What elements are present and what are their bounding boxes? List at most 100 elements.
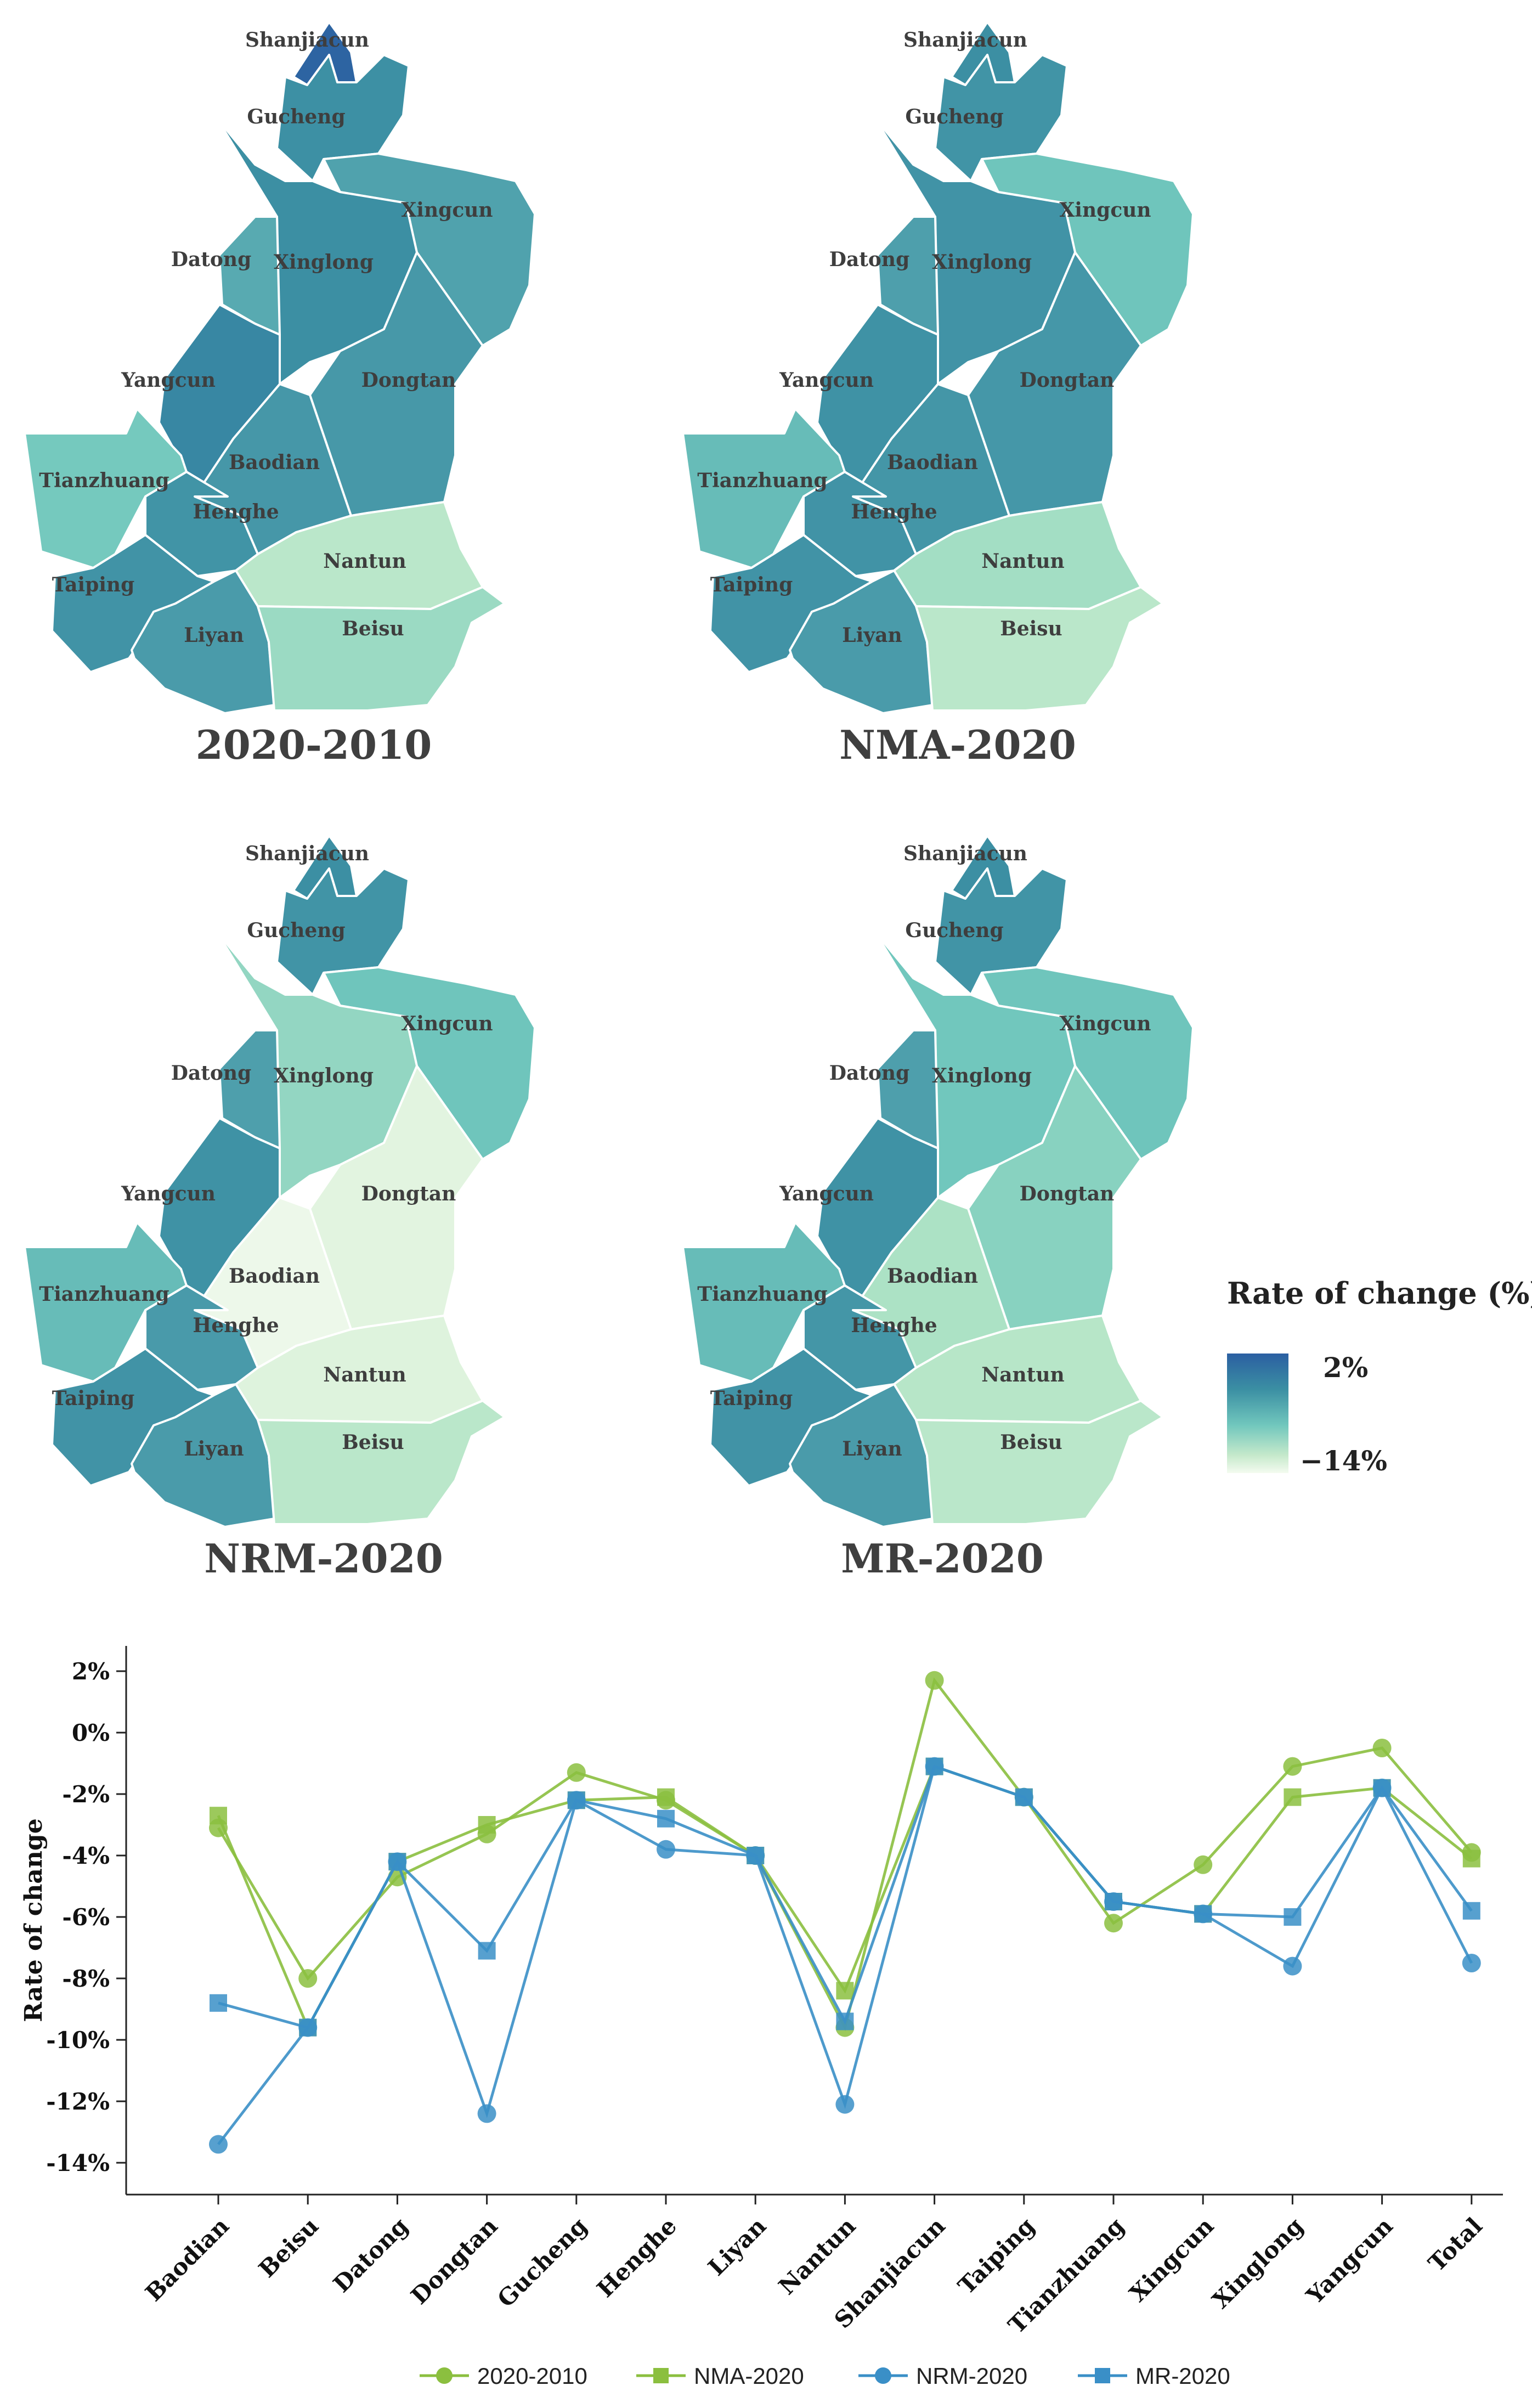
region-label-nantun: Nantun — [981, 1363, 1064, 1386]
region-label-xingcun: Xingcun — [1059, 1012, 1151, 1035]
x-tick-label: Taiping — [953, 2212, 1040, 2299]
data-point — [657, 1809, 675, 1828]
data-point — [1283, 1956, 1302, 1976]
y-tick-label: -14% — [46, 2150, 110, 2176]
map-region-beisu — [257, 1400, 506, 1525]
region-label-baodian: Baodian — [229, 1265, 320, 1288]
data-point — [1462, 1902, 1480, 1920]
data-point — [210, 1994, 227, 2012]
y-tick-label: -6% — [62, 1904, 110, 1931]
region-label-dongtan: Dongtan — [361, 1182, 456, 1205]
y-tick-label: -10% — [46, 2027, 110, 2054]
region-label-taiping: Taiping — [710, 1387, 793, 1410]
data-point — [1194, 1855, 1213, 1874]
data-point — [1194, 1905, 1212, 1923]
region-label-xinglong: Xinglong — [274, 251, 374, 274]
legend-label: NMA-2020 — [694, 2363, 804, 2389]
region-label-shanjiacun: Shanjiacun — [245, 29, 369, 52]
legend-marker — [1095, 2368, 1110, 2383]
x-tick-label: Baodian — [140, 2212, 234, 2307]
map-panel-3: Shanjiacun Gucheng Xingcun Xinglong Datong Ya… — [24, 834, 536, 1528]
x-tick-label: Xingcun — [1124, 2212, 1219, 2307]
data-point — [478, 1942, 496, 1960]
region-label-beisu: Beisu — [342, 1431, 404, 1454]
region-label-liyan: Liyan — [842, 1437, 902, 1460]
region-label-nantun: Nantun — [323, 1363, 406, 1386]
data-point — [1462, 1849, 1480, 1868]
region-label-yangcun: Yangcun — [121, 369, 216, 392]
region-label-datong: Datong — [829, 1062, 910, 1085]
series-NRM-2020 — [209, 1757, 1481, 2154]
legend-min-label: −14% — [1300, 1445, 1387, 1477]
region-label-tianzhuang: Tianzhuang — [39, 1283, 169, 1306]
x-tick-label: Datong — [328, 2212, 414, 2298]
series-NMA-2020 — [210, 1757, 1480, 2037]
region-label-henghe: Henghe — [193, 500, 279, 523]
x-tick-label: Beisu — [253, 2212, 324, 2282]
x-tick-label: Henghe — [592, 2212, 682, 2302]
region-label-shanjiacun: Shanjiacun — [245, 842, 369, 865]
data-point — [1284, 1908, 1302, 1926]
data-point — [210, 1807, 227, 1825]
region-label-beisu: Beisu — [1000, 617, 1062, 640]
region-label-baodian: Baodian — [229, 451, 320, 474]
map-panel-2: Shanjiacun Gucheng Xingcun Xinglong Datong Ya… — [682, 21, 1194, 714]
legend-item-NMA-2020: NMA-2020 — [636, 2363, 804, 2389]
y-tick-label: 0% — [72, 1719, 110, 1746]
data-point — [1462, 1954, 1481, 1972]
maps-layer: Shanjiacun Gucheng Xingcun Xinglong Datong Ya… — [24, 21, 1194, 1528]
region-label-xinglong: Xinglong — [932, 1064, 1032, 1087]
region-label-shanjiacun: Shanjiacun — [903, 842, 1027, 865]
map-panel-4: Shanjiacun Gucheng Xingcun Xinglong Datong Ya… — [682, 834, 1194, 1528]
legend-marker — [653, 2368, 669, 2383]
region-label-henghe: Henghe — [851, 500, 937, 523]
region-label-gucheng: Gucheng — [905, 919, 1003, 942]
data-point — [835, 2095, 855, 2114]
region-label-xingcun: Xingcun — [401, 199, 493, 222]
data-point — [567, 1791, 585, 1809]
region-label-liyan: Liyan — [842, 624, 902, 647]
line-chart: Rate of change 2% 0% -2% -4% -6% -8% -10% -12% -… — [20, 1646, 1503, 2389]
region-label-yangcun: Yangcun — [779, 1182, 874, 1205]
x-tick-label: Total — [1423, 2212, 1487, 2276]
data-point — [478, 1816, 496, 1834]
region-label-xingcun: Xingcun — [1059, 199, 1151, 222]
region-label-xinglong: Xinglong — [274, 1064, 374, 1087]
region-label-yangcun: Yangcun — [121, 1182, 216, 1205]
region-label-gucheng: Gucheng — [905, 105, 1003, 128]
region-label-xinglong: Xinglong — [932, 251, 1032, 274]
legend-label: MR-2020 — [1135, 2363, 1230, 2389]
region-label-dongtan: Dongtan — [1020, 1182, 1115, 1205]
region-label-shanjiacun: Shanjiacun — [903, 29, 1027, 52]
legend-label: NRM-2020 — [916, 2363, 1027, 2389]
data-point — [1015, 1788, 1033, 1806]
region-label-nantun: Nantun — [981, 550, 1064, 573]
region-label-yangcun: Yangcun — [779, 369, 874, 392]
region-label-liyan: Liyan — [184, 624, 244, 647]
legend-item-NRM-2020: NRM-2020 — [858, 2363, 1027, 2389]
region-label-liyan: Liyan — [184, 1437, 244, 1460]
x-tick-label: Nantun — [773, 2212, 861, 2300]
chart-axes: 2% 0% -2% -4% -6% -8% -10% -12% -14% Baodian Beisu… — [46, 1646, 1503, 2339]
region-label-gucheng: Gucheng — [247, 105, 345, 128]
y-tick-label: -12% — [46, 2088, 110, 2115]
legend-marker — [875, 2367, 891, 2384]
data-point — [747, 1847, 765, 1864]
data-point — [1283, 1757, 1302, 1776]
map-region-beisu — [915, 586, 1164, 712]
data-point — [925, 1757, 943, 1775]
region-label-taiping: Taiping — [52, 1387, 135, 1410]
chart-series — [209, 1671, 1481, 2154]
data-point — [1372, 1739, 1392, 1757]
x-tick-label: Xinglong — [1207, 2212, 1309, 2314]
region-label-dongtan: Dongtan — [361, 369, 456, 392]
region-label-tianzhuang: Tianzhuang — [697, 1283, 827, 1306]
region-label-datong: Datong — [829, 248, 910, 271]
region-label-henghe: Henghe — [851, 1314, 937, 1337]
region-label-datong: Datong — [171, 1062, 252, 1085]
map-title-1: 2020-2010 — [196, 721, 432, 768]
legend-item-MR-2020: MR-2020 — [1078, 2363, 1230, 2389]
region-label-dongtan: Dongtan — [1020, 369, 1115, 392]
region-label-tianzhuang: Tianzhuang — [39, 469, 169, 492]
legend-colorbar — [1227, 1354, 1288, 1473]
